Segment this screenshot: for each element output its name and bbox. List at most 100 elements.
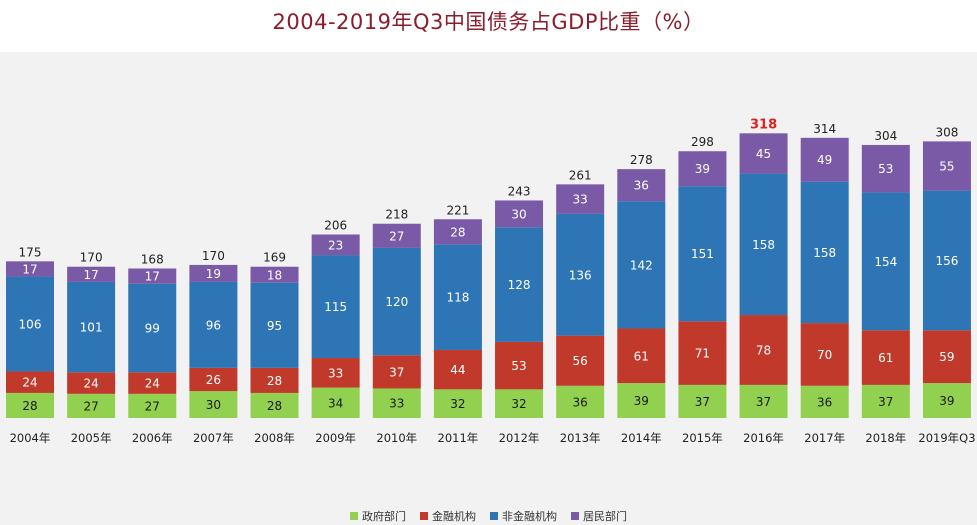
x-tick-label-0: 2004年 bbox=[10, 431, 51, 445]
bar-segment-2-10 bbox=[617, 201, 666, 329]
legend-swatch-3 bbox=[571, 512, 579, 520]
data-label-1-2: 24 bbox=[145, 377, 160, 391]
data-label-1-4: 28 bbox=[267, 374, 282, 388]
bar-segment-2-9 bbox=[556, 213, 605, 336]
data-label-2-4: 95 bbox=[267, 319, 282, 333]
x-tick-label-7: 2011年 bbox=[438, 431, 479, 445]
bar-segment-1-0 bbox=[6, 371, 54, 393]
chart-legend: 政府部门 金融机构 非金融机构 居民部门 bbox=[0, 508, 977, 524]
bar-segment-3-1 bbox=[67, 266, 116, 282]
data-label-0-12: 37 bbox=[756, 395, 771, 409]
legend-label-1: 金融机构 bbox=[432, 510, 476, 523]
data-label-3-8: 30 bbox=[511, 207, 526, 221]
bar-segment-1-7 bbox=[433, 349, 482, 390]
data-label-0-6: 33 bbox=[389, 397, 404, 411]
bar-segment-1-2 bbox=[128, 372, 177, 394]
data-label-1-8: 53 bbox=[511, 359, 526, 373]
bar-segment-1-11 bbox=[678, 321, 727, 385]
x-tick-label-12: 2016年 bbox=[743, 431, 784, 445]
bar-segment-1-15 bbox=[922, 330, 971, 384]
data-label-2-10: 142 bbox=[630, 258, 653, 272]
x-tick-label-11: 2015年 bbox=[682, 431, 723, 445]
data-label-3-14: 53 bbox=[878, 162, 893, 176]
data-label-0-14: 37 bbox=[878, 395, 893, 409]
data-label-1-7: 44 bbox=[450, 363, 465, 377]
bar-segment-0-11 bbox=[678, 384, 727, 418]
data-label-2-3: 96 bbox=[206, 318, 221, 332]
bar-segment-0-13 bbox=[800, 385, 849, 418]
bar-segment-0-7 bbox=[433, 389, 482, 418]
data-label-3-9: 33 bbox=[573, 193, 588, 207]
data-label-3-3: 19 bbox=[206, 267, 221, 281]
bar-segment-2-8 bbox=[495, 227, 544, 342]
data-label-3-15: 55 bbox=[939, 160, 954, 174]
bar-segment-3-14 bbox=[861, 144, 910, 193]
data-label-1-3: 26 bbox=[206, 373, 221, 387]
data-label-2-14: 154 bbox=[874, 255, 897, 269]
legend-item-1: 金融机构 bbox=[420, 508, 476, 524]
bar-segment-1-6 bbox=[372, 355, 421, 389]
bar-segment-0-6 bbox=[372, 388, 421, 418]
bar-segment-0-1 bbox=[67, 393, 116, 418]
bar-segment-1-9 bbox=[556, 335, 605, 386]
legend-item-0: 政府部门 bbox=[350, 508, 406, 524]
total-label-12: 318 bbox=[750, 117, 777, 132]
bar-segment-2-11 bbox=[678, 186, 727, 322]
data-label-2-6: 120 bbox=[385, 295, 408, 309]
bar-segment-2-1 bbox=[67, 281, 116, 373]
data-label-1-5: 33 bbox=[328, 366, 343, 380]
total-label-3: 170 bbox=[202, 249, 225, 263]
x-tick-label-13: 2017年 bbox=[804, 431, 845, 445]
data-label-2-1: 101 bbox=[80, 321, 103, 335]
bar-segment-3-15 bbox=[922, 141, 971, 191]
bar-segment-1-8 bbox=[495, 341, 544, 390]
data-label-2-2: 99 bbox=[145, 322, 160, 336]
legend-swatch-2 bbox=[490, 512, 498, 520]
data-label-3-12: 45 bbox=[756, 147, 771, 161]
total-label-2: 168 bbox=[141, 253, 164, 267]
bar-segment-2-13 bbox=[800, 181, 849, 324]
data-label-1-0: 24 bbox=[22, 376, 37, 390]
data-label-0-5: 34 bbox=[328, 396, 343, 410]
data-label-0-10: 39 bbox=[634, 394, 649, 408]
x-tick-label-6: 2010年 bbox=[376, 431, 417, 445]
data-label-3-2: 17 bbox=[145, 270, 160, 284]
total-label-1: 170 bbox=[80, 251, 103, 265]
data-label-1-9: 56 bbox=[573, 354, 588, 368]
total-label-0: 175 bbox=[19, 245, 42, 259]
bar-segment-0-9 bbox=[556, 385, 605, 418]
data-label-3-11: 39 bbox=[695, 162, 710, 176]
bar-segment-2-14 bbox=[861, 192, 910, 331]
total-label-14: 304 bbox=[874, 129, 897, 143]
data-label-3-6: 27 bbox=[389, 229, 404, 243]
data-label-0-13: 36 bbox=[817, 395, 832, 409]
data-label-2-9: 136 bbox=[569, 268, 592, 282]
total-label-4: 169 bbox=[263, 251, 286, 265]
data-label-2-12: 158 bbox=[752, 238, 775, 252]
legend-item-2: 非金融机构 bbox=[490, 508, 557, 524]
bar-segment-0-12 bbox=[739, 384, 788, 418]
bar-segment-2-6 bbox=[372, 247, 421, 356]
x-tick-label-2: 2006年 bbox=[132, 431, 173, 445]
bar-segment-2-5 bbox=[311, 255, 360, 359]
data-label-3-1: 17 bbox=[83, 268, 98, 282]
legend-swatch-1 bbox=[420, 512, 428, 520]
data-label-0-3: 30 bbox=[206, 398, 221, 412]
data-label-1-10: 61 bbox=[634, 349, 649, 363]
data-label-0-4: 28 bbox=[267, 399, 282, 413]
bar-segment-2-0 bbox=[6, 276, 54, 372]
bar-segment-3-7 bbox=[433, 219, 482, 245]
data-label-1-13: 70 bbox=[817, 348, 832, 362]
total-label-5: 206 bbox=[324, 218, 347, 232]
bar-segment-3-5 bbox=[311, 234, 360, 256]
bar-segment-0-14 bbox=[861, 384, 910, 418]
bar-segment-0-10 bbox=[617, 383, 666, 418]
bar-segment-2-12 bbox=[739, 173, 788, 316]
data-label-1-11: 71 bbox=[695, 347, 710, 361]
data-label-1-6: 37 bbox=[389, 365, 404, 379]
chart-title: 2004-2019年Q3中国债务占GDP比重（%） bbox=[272, 10, 705, 34]
data-label-3-13: 49 bbox=[817, 153, 832, 167]
bar-segment-3-9 bbox=[556, 184, 605, 214]
bar-segment-3-13 bbox=[800, 137, 849, 182]
